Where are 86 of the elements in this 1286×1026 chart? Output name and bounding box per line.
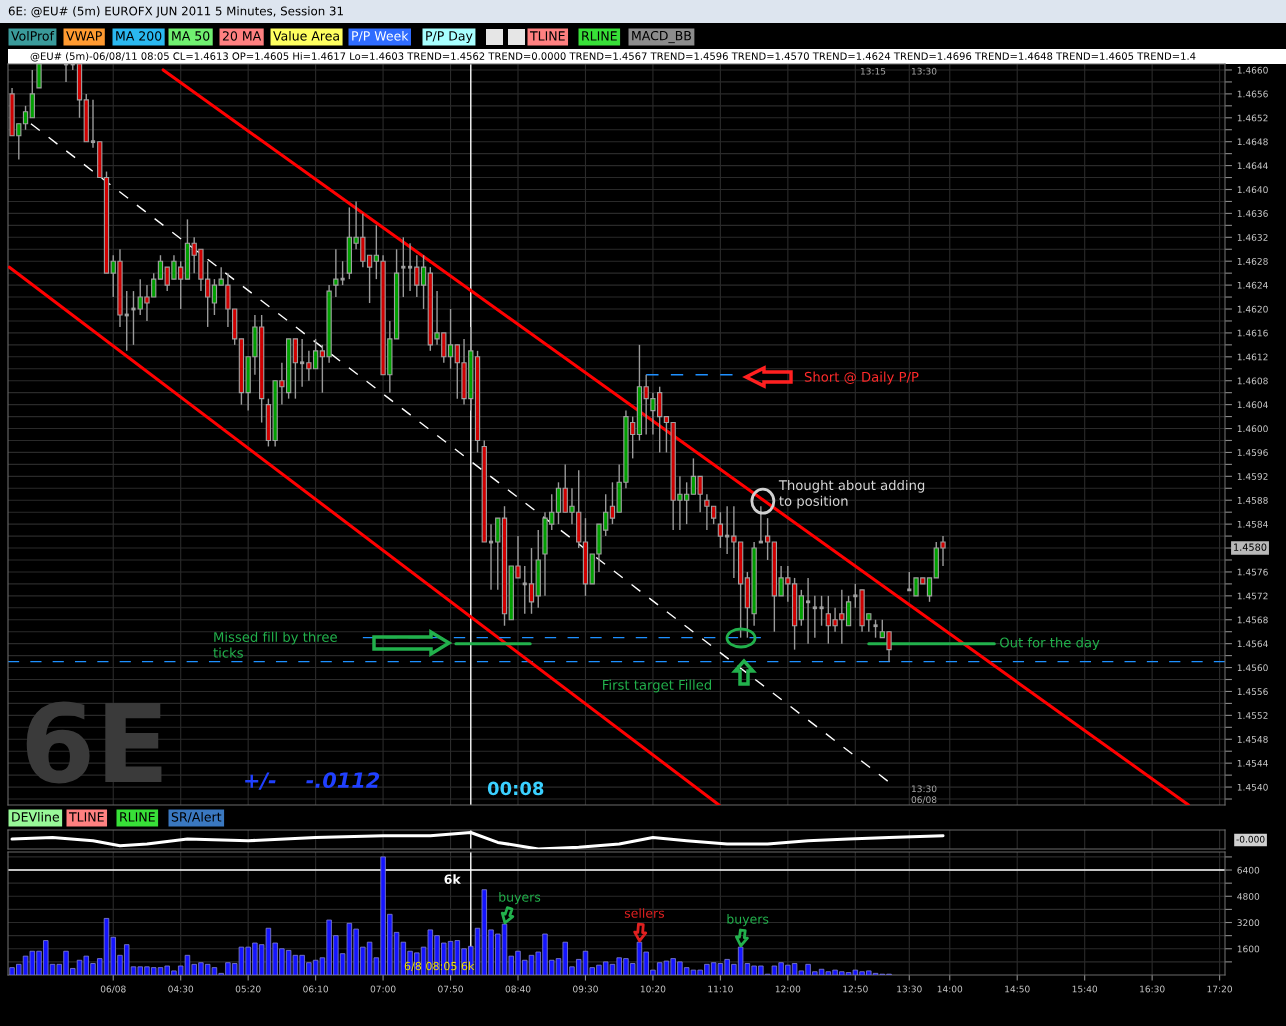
y-tick-label: 1.4604 [1237,401,1268,409]
annotation: 13:30 [911,67,937,75]
y-tick-label: 1.4660 [1237,66,1268,74]
annotation: buyers [727,914,769,927]
y-tick-label: 1.4608 [1237,377,1268,385]
y-tick-label: 1.4548 [1237,736,1268,743]
annotation: Missed fill by three ticks [213,631,337,658]
annotation: 13:30 06/08 [911,785,937,804]
x-tick-label: 08:40 [505,985,531,993]
x-tick-label: 06/08 [100,985,126,994]
x-tick-label: 05:20 [235,985,261,993]
text: RLINE [582,31,617,41]
text: MACD_BB [632,30,691,44]
x-tick-label: 11:10 [708,985,733,993]
text: MA 50 [172,31,210,41]
text: -0.000 [1236,835,1265,843]
text: @EU# (5m)-06/08/11 08:05 CL=1.4613 OP=1.4605 Hi=1.4617 Lo=1.4603 TREND=1.4562 TREND=0.0000 TREND=1.4567 TREND=1.4596 TREND=1.4570 TREND=1.4624 TREND=1.4696 TREND=1.4648 TREND=1.4605 TREND=1.4 [30,52,1196,62]
x-tick-label: 06:10 [303,985,329,993]
y-tick-label: 1.4560 [1237,664,1268,672]
y-tick-label: 1.4544 [1237,760,1268,767]
y-tick-label: 1.4628 [1237,257,1268,265]
x-tick-label: 07:00 [370,985,396,993]
x-tick-label: 12:00 [775,985,801,993]
text: RLINE [120,812,155,822]
text: P/P Week [352,30,409,42]
text: TLINE [529,31,565,41]
x-tick-label: 10:20 [640,985,666,993]
annotation: Thought about adding to position [778,479,925,509]
annotation: sellers [624,908,665,918]
text: Value Area [273,30,339,41]
y-tick-label: 1.4612 [1237,353,1268,361]
y-tick-label: 1.4568 [1237,616,1268,624]
y-tick-label: 1.4620 [1237,305,1268,313]
y-tick-label: 1.4652 [1237,114,1268,122]
y-tick-label: 1.4616 [1237,329,1268,337]
annotation: 13:15 [860,67,886,75]
y-tick-label: 6400 [1237,866,1260,874]
y-tick-label: 1.4584 [1237,520,1268,528]
annotation: 00:08 [487,781,544,796]
y-tick-label: 1.4636 [1237,210,1268,217]
annotation: Short @ Daily P/P [804,371,919,385]
y-tick-label: 1.4596 [1237,449,1268,456]
y-tick-label: 1.4656 [1237,90,1268,98]
y-tick-label: 1.4588 [1237,496,1268,504]
text: VolProf [11,30,55,41]
ref-line-label: 6k [444,874,461,884]
chart-title: 6E: @EU# (5m) EUROFX JUN 2011 5 Minutes, Session 31 [8,6,343,18]
annotation: 6E [26,701,162,784]
y-tick-label: 1.4576 [1237,568,1268,576]
y-tick-label: 1.4640 [1237,186,1268,194]
annotation: Out for the day [1000,637,1100,651]
y-tick-label: 1.4592 [1237,473,1268,480]
text: 20 MA [222,31,262,41]
y-tick-label: 1.4624 [1237,281,1268,289]
y-tick-label: 1.4572 [1237,592,1268,600]
x-tick-label: 07:50 [438,985,463,993]
annotation: First target Filled [603,679,711,693]
x-tick-label: 17:20 [1207,985,1233,993]
x-tick-label: 15:40 [1072,985,1098,993]
y-tick-label: 1.4552 [1237,712,1268,719]
y-tick-label: 1.4644 [1237,162,1268,170]
x-tick-label: 14:50 [1005,985,1030,993]
y-tick-label: 1.4564 [1237,640,1268,648]
y-tick-label: 3200 [1237,919,1260,927]
y-tick-label: 1.4600 [1237,425,1268,433]
y-tick-label: 1.4556 [1237,688,1268,696]
x-tick-label: 04:30 [168,985,194,993]
text: VWAP [66,31,102,41]
text: TLINE [68,812,104,822]
annotation: buyers [499,892,541,905]
y-tick-label: 1.4648 [1237,138,1268,146]
x-tick-label: 09:30 [573,985,598,993]
text: SR/Alert [171,811,222,823]
x-tick-label: 12:50 [843,985,868,993]
annotation: +/- -.0112 [245,772,380,790]
text: MA 200 [116,31,162,41]
text: P/P Day [426,31,473,44]
y-tick-label: 1.4632 [1237,234,1268,241]
x-tick-label: 16:30 [1140,985,1165,993]
y-tick-label: 1600 [1237,945,1260,953]
y-tick-label: 1.4540 [1237,783,1268,791]
x-tick-label: 14:00 [937,985,963,993]
x-tick-label: 13:30 [897,985,922,993]
y-tick-label: 4800 [1237,893,1260,900]
text: 1.4580 [1234,543,1267,551]
text: DEVline [12,811,59,822]
